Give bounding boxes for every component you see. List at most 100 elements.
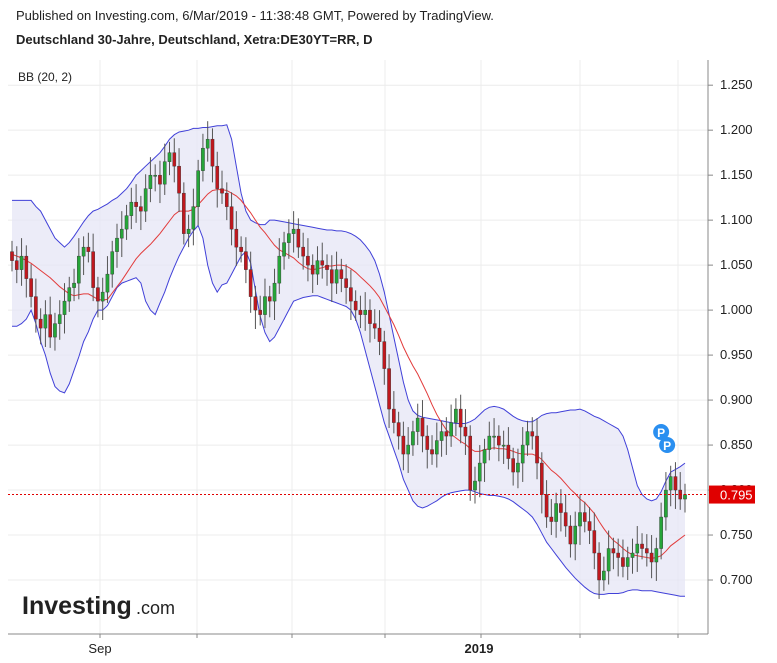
p-marker-label: P [663,439,671,453]
candle [439,420,444,457]
candle-down [134,201,138,207]
candle-up [315,260,320,275]
candle-down [301,246,305,257]
candle-up [439,431,444,441]
candle-down [10,251,14,261]
candle [392,391,396,434]
candle-up [205,138,210,149]
y-tick-label: 1.150 [720,167,753,182]
candle-up [124,215,129,230]
candle-up [573,525,578,545]
candle-down [645,548,649,554]
candle [554,492,558,538]
candle-up [77,255,81,284]
candle [501,430,506,464]
candle-down [640,543,644,549]
publish-info: Published on Investing.com, 6/Mar/2019 -… [16,8,494,23]
candle [425,425,430,469]
candle [473,466,477,504]
candle [477,445,482,498]
candle [172,138,177,183]
candle-up [81,246,86,257]
candle-down [234,228,239,248]
candle [115,223,119,268]
candle-up [119,228,124,239]
candle-up [654,548,659,563]
candle [291,211,296,253]
candle-down [239,246,243,252]
candle [382,330,387,385]
candle-down [611,548,616,554]
candle [67,276,72,312]
candle [406,427,410,473]
candle-down [344,278,348,288]
candle-down [34,296,38,320]
candle [53,312,57,351]
candle [287,219,291,259]
candle [444,417,449,455]
candle [492,418,496,450]
candle [420,400,425,453]
candle [201,133,205,182]
candle [191,188,196,246]
candle [664,472,668,531]
candle-up [153,174,157,177]
candle [411,420,415,456]
candle [272,268,277,321]
candle [573,511,578,561]
candle-up [53,323,57,338]
candle [621,539,625,578]
candle-down [563,512,568,527]
candle [487,421,492,461]
candle [14,246,19,284]
candle-up [282,242,286,257]
bollinger-band [11,124,686,597]
candle-down [29,278,33,297]
candle [19,238,24,286]
candle-up [406,444,410,455]
candle-down [215,165,220,189]
candle [368,299,372,343]
candle [129,187,134,230]
candle [234,211,239,267]
candle [139,195,143,231]
candle [625,546,630,581]
y-tick-label: 1.000 [720,302,753,317]
candle [224,182,229,221]
candle-up [67,287,72,302]
candle-down [296,228,301,248]
candle-down [540,462,544,495]
candle-up [287,233,291,243]
candle [597,542,601,599]
candle [215,151,220,208]
candle-down [387,368,391,410]
candle-down [430,449,434,455]
candle-down [511,458,515,473]
candle [77,238,81,300]
candle-up [487,435,492,450]
indicator-label: BB (20, 2) [18,70,72,84]
candle [38,308,43,345]
candle [611,537,616,570]
candle-up [635,543,640,554]
candle [458,394,463,444]
candle [248,251,253,313]
last-price-label: 0.795 [720,488,753,503]
y-tick-label: 1.250 [720,77,753,92]
candle-up [578,512,582,527]
candle-up [477,462,482,482]
bb-middle-line [11,189,686,559]
candle [645,534,649,567]
candle-down [14,260,19,270]
candle-down [535,435,539,464]
candle-up [454,408,458,423]
candle-down [329,269,334,284]
candle [277,238,282,294]
candle-up [363,309,368,315]
y-tick-label: 1.050 [720,257,753,272]
candle-down [86,246,91,252]
candle [654,537,659,581]
candle-up [525,431,530,446]
candle-up [435,440,439,455]
